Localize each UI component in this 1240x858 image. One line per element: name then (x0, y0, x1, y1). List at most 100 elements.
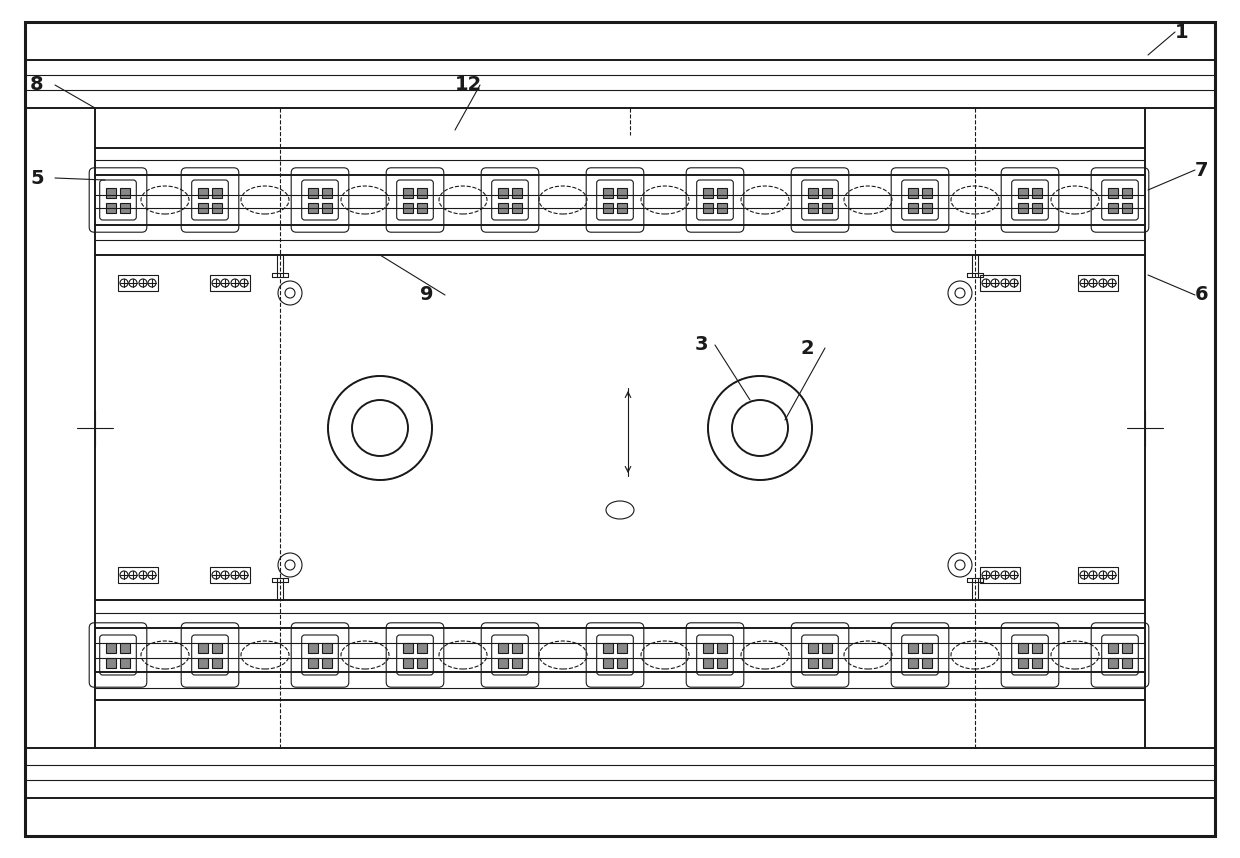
Bar (210, 275, 250, 291)
FancyBboxPatch shape (697, 635, 733, 675)
Bar (603, 644, 614, 653)
Bar (1109, 657, 1118, 668)
Text: 1: 1 (1176, 22, 1189, 41)
FancyBboxPatch shape (386, 623, 444, 687)
FancyBboxPatch shape (596, 635, 634, 675)
FancyBboxPatch shape (587, 168, 644, 233)
Bar (403, 657, 413, 668)
FancyBboxPatch shape (397, 635, 433, 675)
Bar (616, 657, 627, 668)
Bar (107, 202, 117, 213)
Bar (321, 188, 332, 198)
Bar (308, 188, 319, 198)
Bar (120, 188, 130, 198)
FancyBboxPatch shape (192, 635, 228, 675)
Bar (1109, 188, 1118, 198)
Bar (921, 188, 932, 198)
Bar (512, 188, 522, 198)
Bar (198, 202, 208, 213)
Bar (717, 644, 727, 653)
Bar (512, 202, 522, 213)
Bar (498, 202, 508, 213)
Bar (1122, 188, 1132, 198)
FancyBboxPatch shape (291, 168, 348, 233)
Bar (118, 567, 157, 583)
Bar (603, 657, 614, 668)
Bar (1109, 644, 1118, 653)
Bar (198, 188, 208, 198)
FancyBboxPatch shape (901, 635, 939, 675)
FancyBboxPatch shape (1001, 168, 1059, 233)
Text: 6: 6 (1195, 286, 1209, 305)
Bar (717, 188, 727, 198)
Bar (512, 644, 522, 653)
FancyBboxPatch shape (89, 168, 146, 233)
FancyBboxPatch shape (192, 180, 228, 220)
Text: 3: 3 (694, 335, 708, 354)
FancyBboxPatch shape (1091, 168, 1148, 233)
Bar (321, 657, 332, 668)
Bar (403, 188, 413, 198)
Bar (703, 188, 713, 198)
Bar (1018, 202, 1028, 213)
FancyBboxPatch shape (1101, 635, 1138, 675)
FancyBboxPatch shape (1012, 635, 1048, 675)
Bar (498, 644, 508, 653)
FancyBboxPatch shape (686, 168, 744, 233)
Bar (107, 188, 117, 198)
Bar (212, 202, 222, 213)
FancyBboxPatch shape (492, 180, 528, 220)
FancyBboxPatch shape (791, 623, 849, 687)
Bar (308, 644, 319, 653)
Bar (908, 188, 919, 198)
Bar (808, 188, 818, 198)
FancyBboxPatch shape (596, 180, 634, 220)
Bar (921, 202, 932, 213)
Bar (603, 202, 614, 213)
FancyBboxPatch shape (181, 168, 239, 233)
Bar (417, 657, 427, 668)
Bar (212, 644, 222, 653)
FancyBboxPatch shape (181, 623, 239, 687)
Bar (1018, 644, 1028, 653)
Bar (717, 202, 727, 213)
Bar (921, 657, 932, 668)
FancyBboxPatch shape (301, 635, 339, 675)
Bar (908, 657, 919, 668)
Bar (498, 657, 508, 668)
FancyBboxPatch shape (802, 180, 838, 220)
Bar (703, 202, 713, 213)
FancyBboxPatch shape (481, 168, 539, 233)
Bar (210, 567, 250, 583)
Bar (1109, 202, 1118, 213)
Bar (120, 202, 130, 213)
Bar (616, 644, 627, 653)
Bar (417, 644, 427, 653)
Text: 2: 2 (800, 339, 813, 358)
FancyBboxPatch shape (802, 635, 838, 675)
Bar (107, 644, 117, 653)
Bar (822, 202, 832, 213)
FancyBboxPatch shape (397, 180, 433, 220)
FancyBboxPatch shape (587, 623, 644, 687)
Ellipse shape (606, 501, 634, 519)
FancyBboxPatch shape (386, 168, 444, 233)
Text: 9: 9 (420, 286, 434, 305)
Bar (417, 202, 427, 213)
Bar (616, 188, 627, 198)
Bar (717, 657, 727, 668)
Bar (498, 188, 508, 198)
Text: 7: 7 (1195, 160, 1209, 179)
Bar (908, 644, 919, 653)
Bar (822, 657, 832, 668)
Bar (1032, 188, 1042, 198)
FancyBboxPatch shape (89, 623, 146, 687)
Bar (321, 202, 332, 213)
Bar (822, 188, 832, 198)
Bar (1018, 188, 1028, 198)
FancyBboxPatch shape (492, 635, 528, 675)
Bar (212, 657, 222, 668)
FancyBboxPatch shape (697, 180, 733, 220)
Bar (808, 644, 818, 653)
Bar (980, 567, 1021, 583)
